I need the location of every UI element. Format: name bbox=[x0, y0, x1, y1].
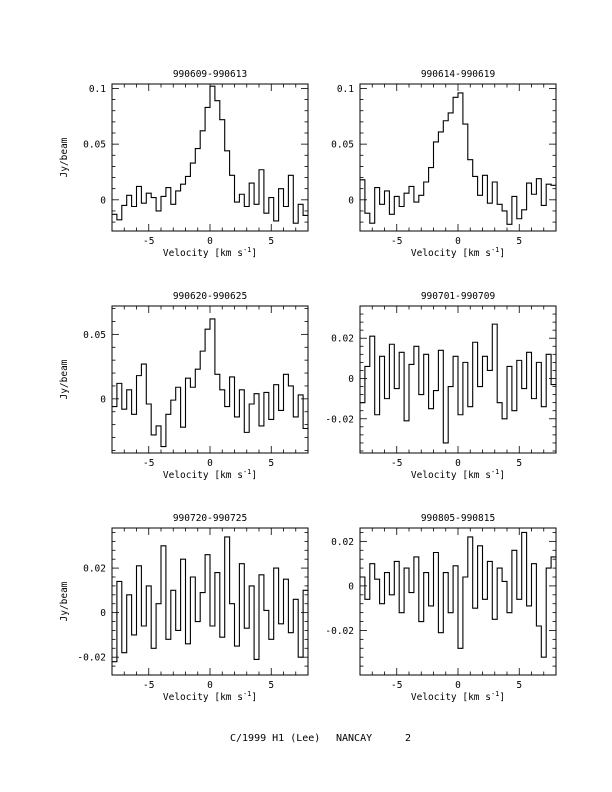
spectrum-line bbox=[112, 536, 308, 663]
y-tick-label: 0 bbox=[100, 608, 106, 619]
panel-title: 990701-990709 bbox=[421, 291, 496, 302]
y-tick-label: 0 bbox=[348, 581, 354, 592]
spectrum-line bbox=[360, 531, 556, 658]
x-tick-label: 5 bbox=[516, 680, 522, 691]
x-tick-label: -5 bbox=[391, 458, 402, 469]
x-tick-label: 5 bbox=[268, 236, 274, 247]
x-tick-label: -5 bbox=[391, 236, 402, 247]
spectrum-line bbox=[112, 318, 308, 448]
footer-object: C/1999 H1 (Lee) bbox=[230, 733, 320, 744]
y-axis-label: Jy/beam bbox=[59, 137, 70, 177]
y-tick-label: 0.02 bbox=[83, 564, 106, 575]
spectrum-panel-4: 990701-990709 -5 0 5 -0.02 0 0.02 Velocity [km … bbox=[325, 291, 557, 481]
spectrum-line bbox=[112, 85, 308, 224]
y-tick-label: 0.05 bbox=[83, 330, 106, 341]
panel-title: 990720-990725 bbox=[173, 513, 247, 524]
x-tick-label: -5 bbox=[391, 680, 402, 691]
y-tick-label: 0.05 bbox=[331, 140, 354, 151]
x-tick-label: 0 bbox=[207, 458, 213, 469]
y-tick-label: 0 bbox=[348, 374, 354, 385]
y-tick-label: 0 bbox=[100, 195, 106, 206]
y-tick-label: 0.1 bbox=[337, 84, 354, 95]
x-axis-label: Velocity [km s-1] bbox=[411, 690, 505, 703]
y-tick-label: -0.02 bbox=[77, 653, 106, 664]
spectrum-panel-1: 990609-990613 -5 0 5 0 0.05 0.1 Velocity [km s-… bbox=[59, 69, 309, 259]
panel-title: 990614-990619 bbox=[421, 69, 496, 80]
x-tick-label: 0 bbox=[455, 458, 461, 469]
y-axis-label: Jy/beam bbox=[59, 581, 70, 621]
x-tick-label: 5 bbox=[268, 680, 274, 691]
y-tick-label: 0.1 bbox=[89, 84, 106, 95]
x-tick-label: 0 bbox=[207, 680, 213, 691]
x-axis-label: Velocity [km s-1] bbox=[163, 468, 257, 481]
panel-title: 990620-990625 bbox=[173, 291, 247, 302]
y-tick-label: 0 bbox=[348, 195, 354, 206]
x-tick-label: 0 bbox=[455, 680, 461, 691]
x-axis-label: Velocity [km s-1] bbox=[163, 246, 257, 259]
x-tick-label: 0 bbox=[455, 236, 461, 247]
y-tick-label: 0.05 bbox=[83, 140, 106, 151]
y-tick-label: 0.02 bbox=[331, 334, 354, 345]
panel-title: 990805-990815 bbox=[421, 513, 495, 524]
x-axis-label: Velocity [km s-1] bbox=[163, 690, 257, 703]
x-tick-label: 5 bbox=[516, 458, 522, 469]
x-tick-label: 5 bbox=[268, 458, 274, 469]
spectrum-line bbox=[360, 323, 556, 444]
y-axis-label: Jy/beam bbox=[59, 359, 70, 399]
spectrum-panel-6: 990805-990815 -5 0 5 -0.02 0 0.02 Velocity [km … bbox=[325, 513, 557, 703]
spectrum-panel-3: 990620-990625 -5 0 5 0 0.05 Velocity [km s-1] J… bbox=[59, 291, 309, 481]
x-tick-label: 0 bbox=[207, 236, 213, 247]
y-tick-label: 0 bbox=[100, 394, 106, 405]
x-tick-label: -5 bbox=[143, 680, 154, 691]
spectrum-panel-2: 990614-990619 -5 0 5 0 0.05 0.1 Velocity [km s-… bbox=[331, 69, 557, 259]
footer-site: NANCAY bbox=[336, 733, 372, 744]
y-tick-label: -0.02 bbox=[325, 414, 354, 425]
y-tick-label: -0.02 bbox=[325, 626, 354, 637]
panel-title: 990609-990613 bbox=[173, 69, 247, 80]
footer-page: 2 bbox=[405, 733, 411, 744]
x-tick-label: -5 bbox=[143, 458, 154, 469]
spectrum-panel-5: 990720-990725 -5 0 5 -0.02 0 0.02 Velocity [km … bbox=[59, 513, 309, 703]
x-tick-label: -5 bbox=[143, 236, 154, 247]
spectrum-line bbox=[360, 92, 556, 225]
x-axis-label: Velocity [km s-1] bbox=[411, 246, 505, 259]
y-tick-label: 0.02 bbox=[331, 537, 354, 548]
x-axis-label: Velocity [km s-1] bbox=[411, 468, 505, 481]
x-tick-label: 5 bbox=[516, 236, 522, 247]
